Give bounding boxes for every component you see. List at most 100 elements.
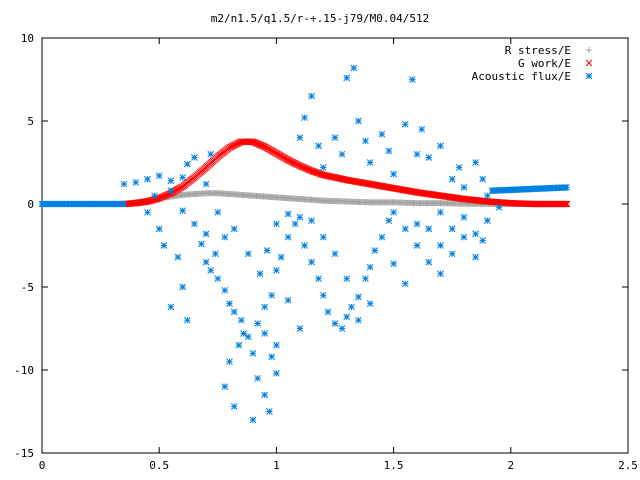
flux-point (179, 283, 186, 291)
flux-point (331, 320, 339, 327)
flux-point (448, 175, 456, 183)
flux-point (343, 74, 351, 82)
flux-point (230, 308, 238, 316)
flux-point (120, 180, 128, 188)
flux-point (472, 159, 479, 166)
flux-point (235, 341, 243, 349)
flux-point (120, 200, 127, 208)
flux-point (256, 270, 264, 278)
flux-point (214, 208, 222, 216)
flux-point (277, 253, 285, 261)
flux-point (301, 114, 308, 122)
flux-point (221, 286, 229, 294)
flux-point (296, 134, 304, 141)
flux-point (155, 225, 163, 233)
data-marks (38, 64, 571, 424)
flux-point (319, 291, 327, 299)
flux-point (226, 358, 233, 366)
flux-point (385, 217, 393, 224)
flux-point (207, 267, 215, 274)
g-work-point (315, 169, 322, 177)
flux-point (263, 247, 271, 254)
flux-point (202, 180, 210, 188)
flux-point (221, 233, 229, 241)
flux-point (296, 213, 304, 221)
x-tick-label: 1.5 (384, 459, 404, 472)
flux-point (167, 177, 175, 185)
flux-point (261, 330, 269, 337)
g-work-point (312, 169, 320, 176)
flux-point (378, 130, 386, 138)
flux-point (315, 142, 322, 150)
flux-point (132, 179, 140, 186)
flux-point (249, 350, 257, 357)
g-work-point (563, 200, 571, 208)
flux-point (230, 403, 238, 410)
flux-point (390, 260, 397, 268)
flux-point (198, 240, 205, 248)
legend-label: G work/E (518, 57, 571, 70)
legend-label: Acoustic flux/E (472, 70, 571, 83)
flux-point (479, 237, 487, 244)
flux-point (425, 225, 433, 233)
flux-point (291, 220, 299, 228)
g-work-point (309, 167, 317, 175)
flux-point (348, 303, 355, 311)
flux-point (261, 391, 269, 399)
flux-point (460, 233, 468, 241)
flux-point (155, 172, 163, 180)
flux-point (455, 164, 463, 171)
flux-point (284, 296, 292, 304)
flux-point (167, 303, 175, 311)
x-tick-label: 2 (507, 459, 514, 472)
flux-point (240, 330, 247, 337)
g-work-point (316, 170, 324, 178)
flux-point (338, 325, 346, 332)
flux-point (437, 142, 444, 150)
flux-point (390, 208, 397, 216)
g-work-point (310, 168, 318, 175)
flux-point (343, 313, 351, 321)
flux-point (202, 230, 210, 238)
flux-point (418, 125, 426, 133)
flux-point (390, 170, 397, 178)
plot-frame (41, 37, 629, 454)
flux-point (343, 275, 351, 283)
flux-point (261, 303, 269, 311)
flux-point (362, 275, 369, 283)
flux-point (254, 374, 262, 382)
flux-point (495, 203, 503, 211)
flux-point (212, 250, 219, 258)
flux-point (479, 175, 487, 183)
flux-point (425, 154, 433, 161)
flux-point (448, 225, 456, 233)
y-tick-label: -10 (14, 364, 34, 377)
flux-point (308, 217, 315, 224)
flux-point (266, 408, 273, 415)
flux-point (230, 225, 238, 233)
flux-point (460, 184, 468, 191)
flux-point (413, 220, 421, 228)
flux-point (371, 247, 379, 254)
legend-label: R stress/E (505, 44, 571, 57)
flux-point (179, 174, 186, 181)
y-tick-label: 10 (21, 32, 34, 45)
flux-point (437, 270, 444, 278)
flux-point (308, 258, 315, 266)
flux-point (331, 134, 339, 141)
flux-point (183, 160, 191, 168)
flux-point (401, 225, 409, 233)
flux-point (273, 220, 280, 228)
flux-point (319, 233, 327, 241)
flux-point (437, 208, 444, 216)
flux-point (191, 154, 198, 161)
legend-marker (586, 47, 592, 53)
flux-point (174, 253, 182, 261)
flux-point (385, 147, 393, 155)
flux-point (183, 316, 191, 324)
g-work-point (314, 169, 321, 177)
y-tick-label: -15 (14, 447, 34, 460)
flux-point (179, 207, 186, 214)
flux-point (308, 92, 315, 100)
